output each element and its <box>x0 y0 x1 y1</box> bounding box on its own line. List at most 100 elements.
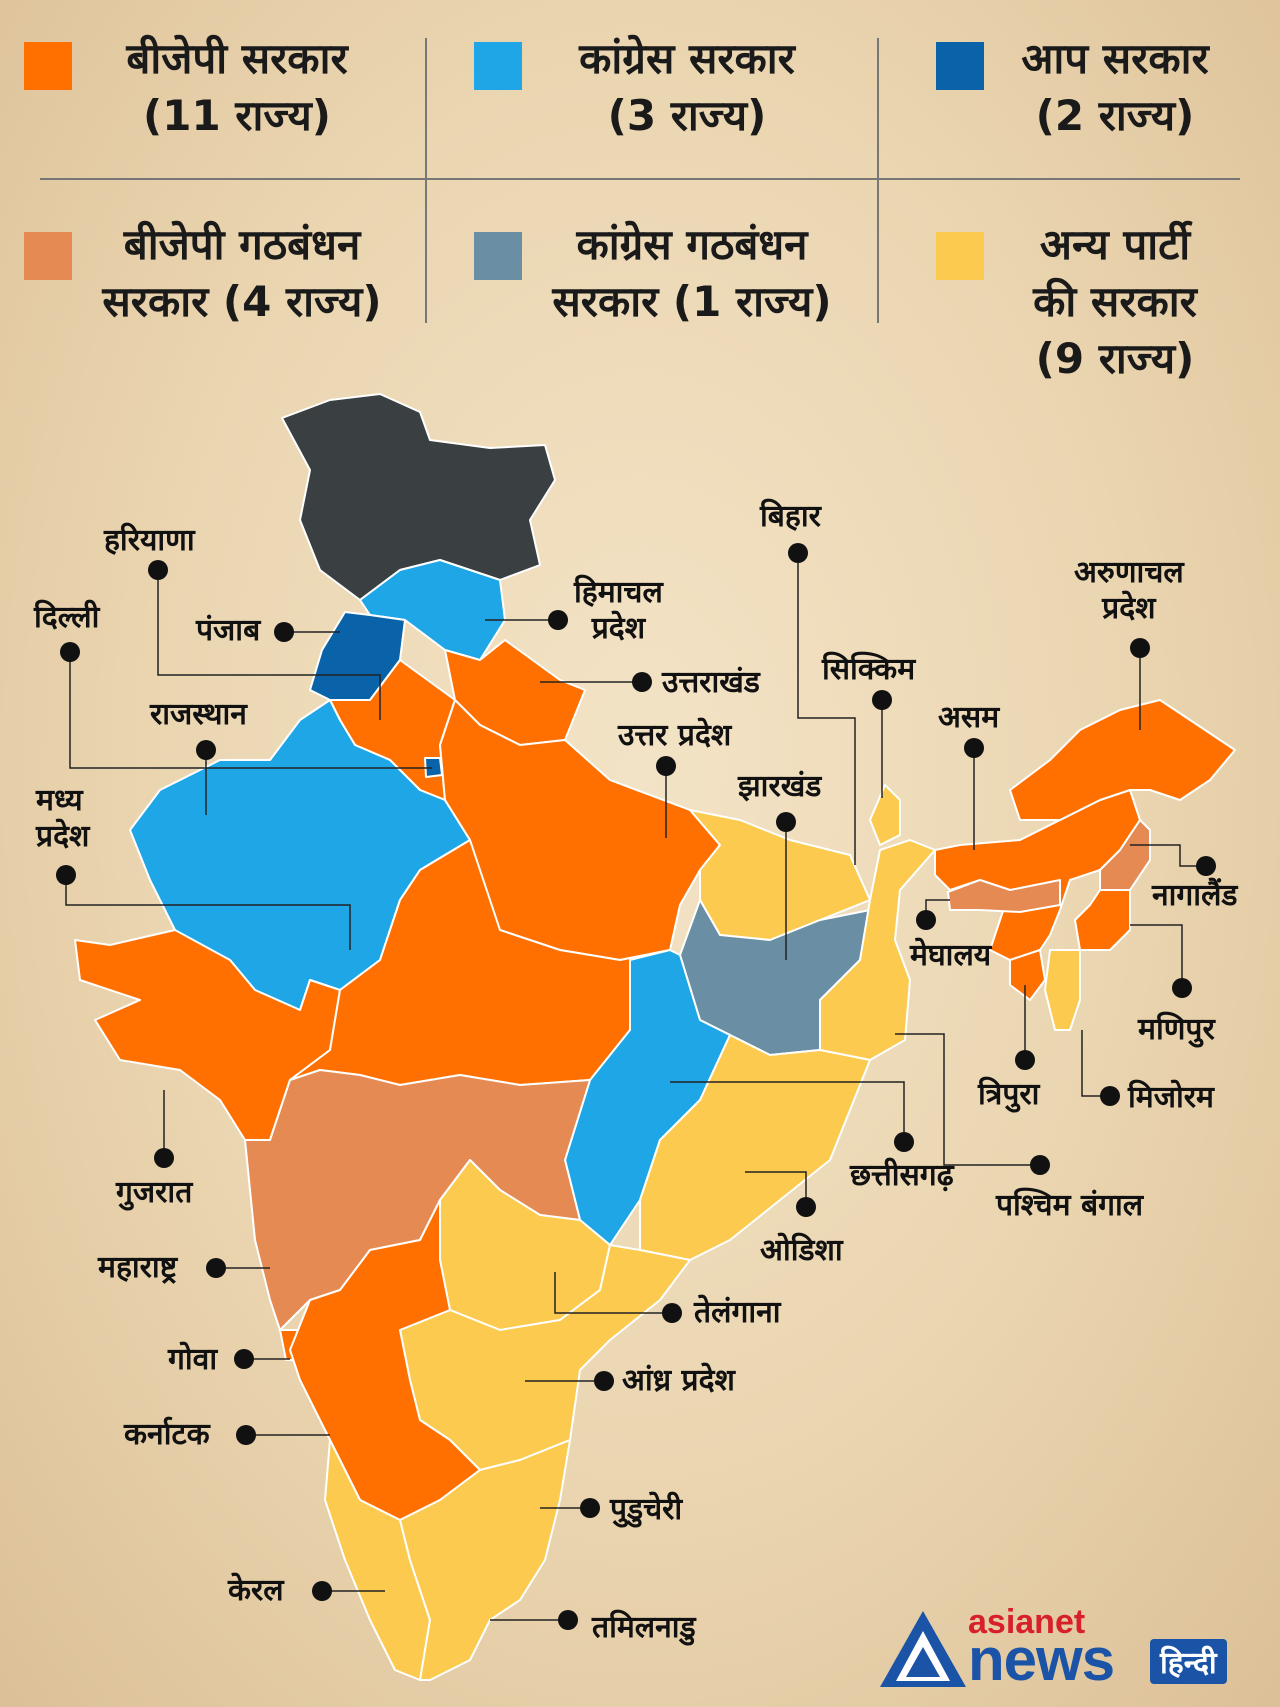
leader-dot-puducherry <box>580 1498 600 1518</box>
legend-label-congress: कांग्रेस सरकार (3 राज्य) <box>579 34 795 140</box>
state-tamilnadu <box>399 1439 571 1681</box>
label-assam: असम <box>938 700 1000 735</box>
label-rajasthan: राजस्थान <box>150 697 247 732</box>
leader-dot-punjab <box>274 622 294 642</box>
state-odisha <box>639 1034 871 1261</box>
leader-dot-up <box>656 756 676 776</box>
leader-line-manipur <box>1130 924 1183 988</box>
label-telangana: तेलंगाना <box>694 1295 781 1330</box>
legend-divider <box>425 38 427 323</box>
label-sikkim: सिक्किम <box>822 652 916 687</box>
legend-swatch-bjp-alliance <box>24 232 72 280</box>
label-odisha: ओडिशा <box>760 1233 843 1268</box>
legend-label-congress-alliance: कांग्रेस गठबंधन सरकार (1 राज्य) <box>552 220 832 326</box>
leader-dot-gujarat <box>154 1148 174 1168</box>
leader-dot-mp <box>56 865 76 885</box>
label-mp: मध्य प्रदेश <box>36 783 90 854</box>
state-nagaland <box>1099 819 1151 891</box>
leader-dot-manipur <box>1172 978 1192 998</box>
label-westbengal: पश्चिम बंगाल <box>996 1188 1144 1223</box>
leader-line-westbengal <box>895 1033 1040 1166</box>
label-goa: गोवा <box>168 1342 218 1377</box>
state-arunachal <box>1009 699 1236 821</box>
leader-line-bihar <box>797 553 856 865</box>
label-himachal: हिमाचल प्रदेश <box>574 575 663 646</box>
leader-dot-tamilnadu <box>558 1610 578 1630</box>
leader-dot-delhi <box>60 642 80 662</box>
leader-dot-kerala <box>312 1581 332 1601</box>
state-tripura <box>1009 949 1046 1001</box>
leader-dot-uttarakhand <box>632 672 652 692</box>
leader-line-odisha <box>745 1171 807 1207</box>
legend-label-other: अन्य पार्टी की सरकार (9 राज्य) <box>1033 220 1197 383</box>
legend-swatch-aap <box>936 42 984 90</box>
label-andhra: आंध्र प्रदेश <box>622 1363 735 1398</box>
label-bihar: बिहार <box>760 499 821 534</box>
leader-line-mp <box>65 875 351 950</box>
label-karnataka: कर्नाटक <box>124 1417 210 1452</box>
label-meghalaya: मेघालय <box>910 938 992 973</box>
legend-swatch-congress <box>474 42 522 90</box>
state-mizoram <box>1044 949 1081 1031</box>
leader-dot-bihar <box>788 543 808 563</box>
leader-dot-himachal <box>548 610 568 630</box>
state-meghalaya <box>947 879 1061 913</box>
label-mizoram: मिजोरम <box>1128 1080 1214 1115</box>
leader-dot-arunachal <box>1130 638 1150 658</box>
legend-label-aap: आप सरकार (2 राज्य) <box>1021 34 1209 140</box>
label-jharkhand: झारखंड <box>738 769 822 804</box>
asianet-logo-icon <box>880 1611 966 1687</box>
leader-dot-telangana <box>662 1303 682 1323</box>
leader-dot-karnataka <box>236 1425 256 1445</box>
leader-dot-haryana <box>148 560 168 580</box>
legend-label-bjp-alliance: बीजेपी गठबंधन सरकार (4 राज्य) <box>102 220 382 326</box>
legend-label-bjp: बीजेपी सरकार (11 राज्य) <box>126 34 348 140</box>
leader-dot-jharkhand <box>776 812 796 832</box>
state-sikkim <box>869 784 901 846</box>
leader-line-nagaland <box>1130 844 1206 867</box>
asianet-news-logo: asianet news हिन्दी <box>878 1603 1258 1695</box>
label-haryana: हरियाणा <box>104 523 195 558</box>
leader-dot-sikkim <box>872 690 892 710</box>
legend: बीजेपी सरकार (11 राज्य) कांग्रेस सरकार (… <box>0 0 1280 400</box>
leader-dot-chhattisgarh <box>894 1132 914 1152</box>
legend-swatch-other <box>936 232 984 280</box>
label-tripura: त्रिपुरा <box>978 1077 1040 1112</box>
leader-dot-goa <box>234 1349 254 1369</box>
state-westbengal <box>819 839 936 1061</box>
leader-dot-tripura <box>1015 1050 1035 1070</box>
leader-dot-odisha <box>796 1197 816 1217</box>
legend-divider <box>877 38 879 323</box>
leader-dot-meghalaya <box>916 910 936 930</box>
logo-hindi-badge: हिन्दी <box>1150 1639 1227 1684</box>
label-uttarakhand: उत्तराखंड <box>662 665 760 700</box>
legend-divider <box>40 178 1240 180</box>
label-chhattisgarh: छत्तीसगढ़ <box>850 1158 954 1193</box>
state-jammu-kashmir <box>281 393 556 601</box>
legend-swatch-congress-alliance <box>474 232 522 280</box>
leader-line-telangana <box>554 1272 672 1314</box>
label-punjab: पंजाब <box>196 613 261 648</box>
label-kerala: केरल <box>228 1573 284 1608</box>
label-manipur: मणिपुर <box>1138 1012 1215 1047</box>
label-maharashtra: महाराष्ट्र <box>98 1250 178 1285</box>
label-nagaland: नागालैंड <box>1152 878 1238 913</box>
label-up: उत्तर प्रदेश <box>618 718 732 753</box>
label-puducherry: पुडुचेरी <box>610 1492 683 1527</box>
label-delhi: दिल्ली <box>34 600 100 635</box>
leader-dot-westbengal <box>1030 1155 1050 1175</box>
leader-line-delhi <box>69 652 432 769</box>
leader-dot-nagaland <box>1196 856 1216 876</box>
leader-line-mizoram <box>1081 1030 1110 1097</box>
leader-dot-rajasthan <box>196 740 216 760</box>
leader-dot-assam <box>964 738 984 758</box>
leader-dot-mizoram <box>1100 1086 1120 1106</box>
logo-asianet-text: asianet <box>968 1603 1086 1641</box>
logo-news-text: news <box>968 1626 1115 1693</box>
label-gujarat: गुजरात <box>116 1175 193 1210</box>
leader-line-haryana <box>157 570 381 720</box>
label-arunachal: अरुणाचल प्रदेश <box>1074 555 1184 626</box>
leader-dot-maharashtra <box>206 1258 226 1278</box>
leader-line-chhattisgarh <box>670 1081 905 1142</box>
